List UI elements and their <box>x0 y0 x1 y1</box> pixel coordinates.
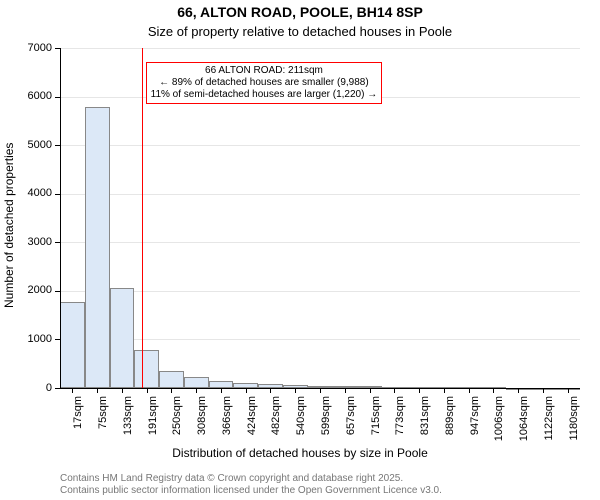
marker-callout: 66 ALTON ROAD: 211sqm← 89% of detached h… <box>146 62 383 104</box>
y-tick-label: 6000 <box>28 90 52 102</box>
marker-line <box>142 48 143 388</box>
histogram-bar <box>209 381 234 388</box>
histogram-bar <box>134 350 159 388</box>
histogram-bar <box>85 107 110 388</box>
histogram-bar <box>184 377 209 388</box>
gridline-vertical <box>444 48 445 388</box>
y-axis-line <box>60 48 61 388</box>
y-tick-label: 7000 <box>28 42 52 54</box>
title-main: 66, ALTON ROAD, POOLE, BH14 8SP <box>0 4 600 20</box>
gridline-vertical <box>419 48 420 388</box>
footer-line-2: Contains public sector information licen… <box>60 485 442 496</box>
gridline-vertical <box>518 48 519 388</box>
x-tick-label: 250sqm <box>171 396 183 446</box>
histogram-bar <box>110 288 135 388</box>
gridline <box>60 48 580 49</box>
x-tick-label: 424sqm <box>246 396 258 446</box>
y-tick-label: 1000 <box>28 333 52 345</box>
gridline <box>60 145 580 146</box>
gridline <box>60 291 580 292</box>
gridline <box>60 242 580 243</box>
callout-line-1: 66 ALTON ROAD: 211sqm <box>151 65 378 77</box>
x-tick-label: 133sqm <box>122 396 134 446</box>
x-tick-label: 191sqm <box>147 396 159 446</box>
plot-area: 66 ALTON ROAD: 211sqm← 89% of detached h… <box>60 48 580 388</box>
x-tick-label: 1006sqm <box>493 396 505 446</box>
y-tick-label: 0 <box>46 382 52 394</box>
gridline-vertical <box>568 48 569 388</box>
gridline <box>60 339 580 340</box>
histogram-bar <box>60 302 85 388</box>
x-axis-line <box>60 388 580 389</box>
x-tick-label: 540sqm <box>295 396 307 446</box>
y-tick-label: 3000 <box>28 236 52 248</box>
x-tick-label: 1180sqm <box>568 396 580 446</box>
x-tick-label: 366sqm <box>221 396 233 446</box>
x-axis-label: Distribution of detached houses by size … <box>0 446 600 460</box>
x-tick-label: 715sqm <box>370 396 382 446</box>
x-tick-label: 657sqm <box>345 396 357 446</box>
gridline-vertical <box>543 48 544 388</box>
x-tick-label: 1064sqm <box>518 396 530 446</box>
gridline <box>60 194 580 195</box>
x-tick-label: 1122sqm <box>543 396 555 446</box>
callout-line-3: 11% of semi-detached houses are larger (… <box>151 89 378 101</box>
gridline-vertical <box>493 48 494 388</box>
x-tick-label: 773sqm <box>394 396 406 446</box>
callout-line-2: ← 89% of detached houses are smaller (9,… <box>151 77 378 89</box>
footer-line-1: Contains HM Land Registry data © Crown c… <box>60 473 403 484</box>
chart-container: 66, ALTON ROAD, POOLE, BH14 8SP Size of … <box>0 0 600 500</box>
gridline-vertical <box>469 48 470 388</box>
x-tick-label: 599sqm <box>320 396 332 446</box>
x-tick-label: 831sqm <box>419 396 431 446</box>
histogram-bar <box>159 371 184 388</box>
y-tick-label: 5000 <box>28 139 52 151</box>
x-tick-label: 889sqm <box>444 396 456 446</box>
y-axis-label: Number of detached properties <box>2 143 16 308</box>
x-tick-label: 75sqm <box>97 396 109 446</box>
title-sub: Size of property relative to detached ho… <box>0 24 600 39</box>
x-tick-label: 17sqm <box>72 396 84 446</box>
y-tick-label: 2000 <box>28 284 52 296</box>
gridline-vertical <box>394 48 395 388</box>
y-tick-label: 4000 <box>28 187 52 199</box>
x-tick-label: 308sqm <box>196 396 208 446</box>
x-tick-label: 947sqm <box>469 396 481 446</box>
x-tick-label: 482sqm <box>270 396 282 446</box>
